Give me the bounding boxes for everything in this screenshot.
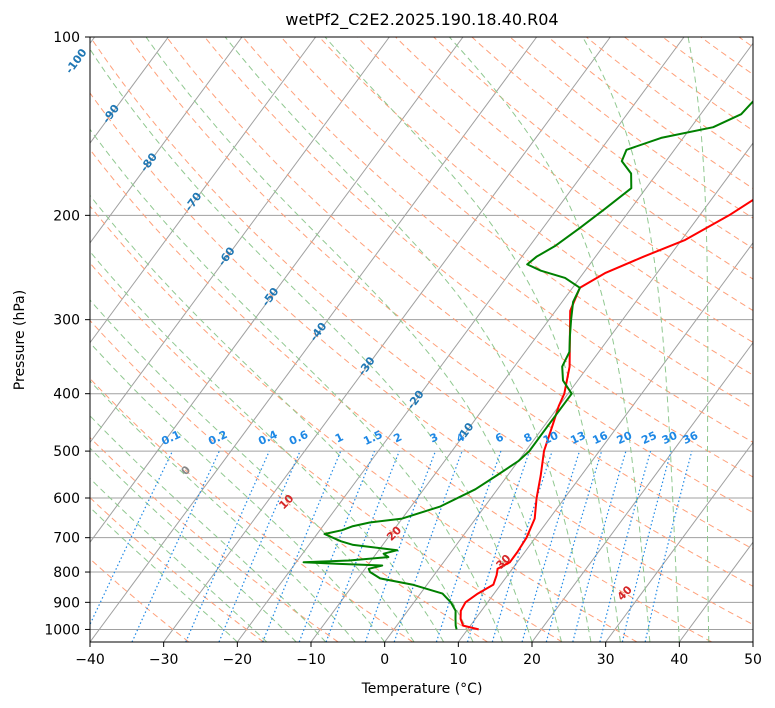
moist-adiabat-line <box>449 37 651 642</box>
isotherm-gridline <box>163 37 611 642</box>
dry-adiabat-line <box>586 37 753 160</box>
x-axis: −40 −30 −20 −10 0 10 20 30 40 50 <box>75 642 762 668</box>
moist-adiabat-line <box>90 48 533 642</box>
moist-adiabat-line <box>224 37 592 642</box>
mixing-ratio-label: 16 <box>590 429 610 447</box>
moist-adiabat-line <box>582 37 680 642</box>
dry-adiabat-line <box>357 37 753 344</box>
isotherm-gridline <box>531 341 753 642</box>
x-tick-label: 40 <box>670 652 688 668</box>
dry-adiabat-line <box>90 205 638 642</box>
moist-adiabat-line <box>90 299 415 642</box>
isotherm-gridline <box>90 37 390 444</box>
mixing-ratio-line <box>521 450 581 642</box>
y-tick-label: 100 <box>53 30 80 46</box>
chart-title: wetPf2_C2E2.2025.190.18.40.R04 <box>285 10 558 30</box>
moist-adiabats <box>90 37 710 642</box>
mixing-ratio-line <box>298 450 376 642</box>
moist-adiabat-line <box>145 37 562 642</box>
moist-adiabat-line <box>90 128 503 642</box>
moist-adiabat-line <box>90 506 238 642</box>
y-tick-label: 1000 <box>44 622 80 638</box>
dry-adiabat-line <box>547 37 753 190</box>
dry-adiabat-line <box>395 37 753 312</box>
moist-adiabat-line <box>90 342 386 642</box>
x-tick-label: −40 <box>75 652 105 668</box>
temperature-profile-line <box>459 198 753 631</box>
mixing-ratio-line <box>185 450 270 642</box>
dry-adiabat-line <box>90 148 712 642</box>
x-tick-label: 0 <box>380 652 389 668</box>
y-tick-label: 600 <box>53 491 80 507</box>
isotherm-gridline <box>90 37 169 144</box>
y-tick-label: 500 <box>53 444 80 460</box>
y-axis: 100 200 300 400 500 600 700 800 900 1000 <box>44 30 90 638</box>
mixing-ratio-line <box>262 450 342 642</box>
dry-adiabat-line <box>90 37 753 587</box>
plot-frame <box>89 36 754 643</box>
y-axis-label: Pressure (hPa) <box>12 290 28 390</box>
dry-adiabat-line <box>166 37 753 514</box>
dry-adiabat-line <box>242 37 753 443</box>
isotherm-gridline <box>90 37 538 642</box>
y-tick-label: 400 <box>53 387 80 403</box>
y-tick-label: 800 <box>53 565 80 581</box>
mixing-ratio-line <box>491 450 553 642</box>
mixing-ratio-line <box>599 450 652 642</box>
mixing-ratio-label: 25 <box>639 429 658 447</box>
x-tick-label: 10 <box>449 652 467 668</box>
x-tick-label: 50 <box>744 652 762 668</box>
mixing-ratio-line <box>644 450 693 642</box>
isotherm-gridline <box>90 37 243 244</box>
isotherm-gridline <box>384 142 753 642</box>
mixing-ratio-line <box>572 450 627 642</box>
x-tick-label: −20 <box>223 652 253 668</box>
mixing-ratio-label: 20 <box>615 429 635 447</box>
dry-adiabat-line <box>90 377 414 642</box>
mixing-ratio-line <box>466 450 531 642</box>
moist-adiabat-line <box>90 477 268 642</box>
x-tick-label: −30 <box>149 652 179 668</box>
dry-adiabat-line <box>128 37 753 550</box>
isotherm-gridline <box>605 441 753 642</box>
isotherm-gridline <box>310 42 753 642</box>
isotherm-gridline <box>90 37 464 544</box>
x-tick-label: 30 <box>597 652 615 668</box>
mixing-ratio-line <box>218 450 301 642</box>
mixing-ratio-line <box>435 450 502 642</box>
mixing-ratio-label: 13 <box>568 429 587 447</box>
isotherm-gridline <box>236 37 685 642</box>
mixing-ratio-line <box>325 450 400 642</box>
mixing-ratio-line <box>621 450 672 642</box>
moist-adiabat-line <box>90 380 356 642</box>
mixing-ratio-line <box>393 450 463 642</box>
dry-adiabat-line <box>318 37 753 376</box>
mixing-ratio-label: 10 <box>541 429 561 447</box>
dry-adiabat-line <box>90 262 563 642</box>
profile-series <box>302 99 753 631</box>
mixing-ratio-lines <box>90 450 693 642</box>
y-tick-label: 900 <box>53 595 80 611</box>
dry-adiabat-line <box>90 496 264 642</box>
moist-adiabat-line <box>90 447 297 642</box>
y-tick-label: 200 <box>53 208 80 224</box>
dewpoint-profile-line <box>302 99 753 630</box>
mixing-ratio-line <box>364 450 437 642</box>
y-tick-label: 700 <box>53 531 80 547</box>
x-tick-label: −10 <box>296 652 326 668</box>
background-grid <box>90 37 753 642</box>
x-axis-label: Temperature (°C) <box>361 681 483 697</box>
moist-adiabat-line <box>90 415 327 642</box>
isotherm-gridline <box>90 37 317 344</box>
moist-adiabat-line <box>687 37 710 642</box>
mixing-ratio-label: 30 <box>660 429 680 447</box>
dry-adiabat-line <box>204 37 753 478</box>
x-tick-label: 20 <box>523 652 541 668</box>
mixing-ratio-line <box>545 450 603 642</box>
mixing-ratio-label: 36 <box>681 429 701 447</box>
y-tick-label: 300 <box>53 313 80 329</box>
moist-adiabat-line <box>324 37 621 642</box>
